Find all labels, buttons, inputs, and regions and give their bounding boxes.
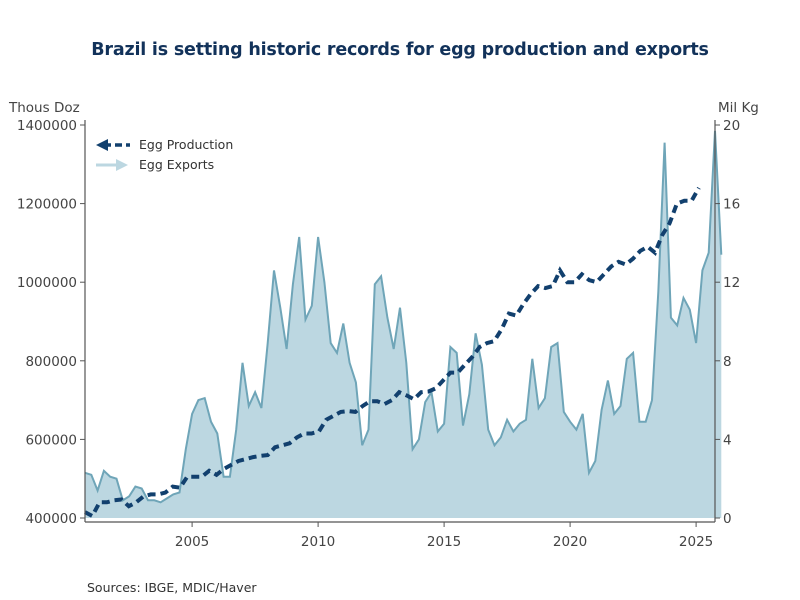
left-axis-tick-label: 1400000 — [17, 118, 77, 134]
left-axis-title: Thous Doz — [8, 100, 80, 116]
x-axis-tick-label: 2025 — [679, 534, 713, 550]
right-axis-tick-label: 4 — [723, 432, 732, 448]
left-axis-tick-label: 1000000 — [17, 275, 77, 291]
right-axis-title: Mil Kg — [718, 100, 759, 116]
left-axis-tick-label: 800000 — [25, 354, 77, 370]
left-axis-tick-label: 400000 — [25, 511, 77, 527]
right-axis-tick-label: 16 — [723, 197, 740, 213]
right-axis-tick-label: 0 — [723, 511, 732, 527]
right-axis-tick-label: 12 — [723, 275, 740, 291]
right-axis-tick-label: 20 — [723, 118, 740, 134]
left-axis-tick-label: 1200000 — [17, 197, 77, 213]
right-axis-tick-label: 8 — [723, 354, 732, 370]
x-axis-tick-label: 2020 — [553, 534, 587, 550]
x-axis-tick-label: 2005 — [175, 534, 209, 550]
legend-arrow-egg-exports — [116, 159, 128, 171]
legend-arrow-egg-production — [96, 139, 108, 151]
x-axis-tick-label: 2010 — [301, 534, 335, 550]
chart-title: Brazil is setting historic records for e… — [91, 40, 709, 60]
legend: Egg Production Egg Exports — [96, 137, 233, 172]
legend-label-egg-exports: Egg Exports — [139, 157, 214, 172]
x-axis-tick-label: 2015 — [427, 534, 461, 550]
legend-label-egg-production: Egg Production — [139, 137, 233, 152]
egg-exports-line — [84, 130, 723, 504]
source-note: Sources: IBGE, MDIC/Haver — [87, 580, 257, 595]
egg-exports-area — [85, 130, 722, 518]
left-axis-tick-label: 600000 — [25, 432, 77, 448]
